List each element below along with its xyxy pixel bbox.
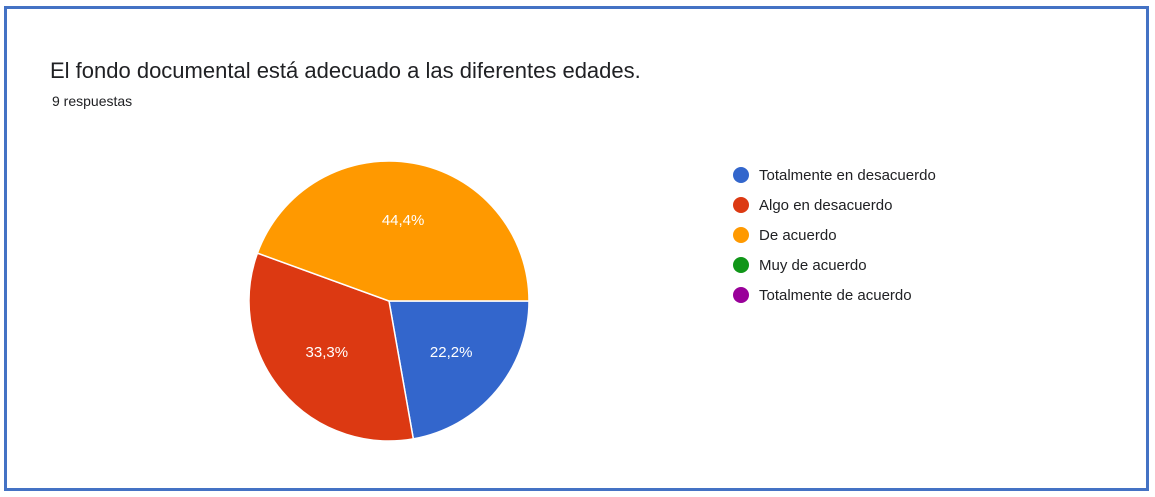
slice-label-1: 33,3% [306, 344, 349, 361]
legend-swatch [733, 257, 749, 273]
chart-legend: Totalmente en desacuerdo Algo en desacuer… [733, 160, 936, 310]
legend-item-2[interactable]: De acuerdo [733, 220, 936, 250]
legend-label: Muy de acuerdo [759, 256, 867, 274]
legend-label: De acuerdo [759, 226, 837, 244]
legend-item-4[interactable]: Totalmente de acuerdo [733, 280, 936, 310]
legend-swatch [733, 287, 749, 303]
legend-label: Totalmente en desacuerdo [759, 166, 936, 184]
response-count: 9 respuestas [52, 93, 133, 109]
legend-item-1[interactable]: Algo en desacuerdo [733, 190, 936, 220]
chart-title: El fondo documental está adecuado a las … [50, 58, 641, 83]
slice-label-2: 44,4% [382, 212, 425, 229]
slice-label-0: 22,2% [430, 344, 473, 361]
legend-label: Algo en desacuerdo [759, 196, 893, 214]
pie-slice-0 [388, 300, 530, 440]
legend-swatch [733, 167, 749, 183]
legend-item-3[interactable]: Muy de acuerdo [733, 250, 936, 280]
legend-swatch [733, 227, 749, 243]
legend-label: Totalmente de acuerdo [759, 286, 912, 304]
legend-item-0[interactable]: Totalmente en desacuerdo [733, 160, 936, 190]
chart-card [4, 6, 1149, 491]
legend-swatch [733, 197, 749, 213]
pie-slice-1 [248, 252, 415, 442]
pie-slice-2 [256, 160, 530, 302]
